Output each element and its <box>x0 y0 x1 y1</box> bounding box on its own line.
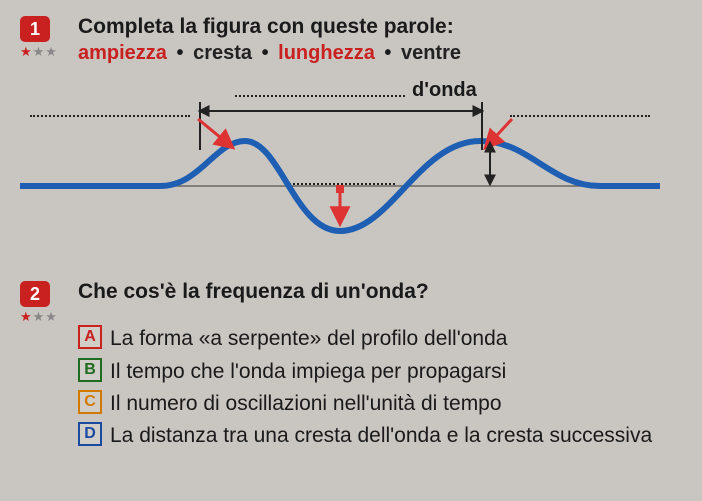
option-b[interactable]: B Il tempo che l'onda impiega per propaga… <box>78 358 674 386</box>
exercise-1: 1 ★★★ Completa la figura con queste paro… <box>20 14 674 261</box>
exercise-2-options: A La forma «a serpente» del profilo dell'… <box>78 325 674 450</box>
option-letter-a: A <box>78 325 102 349</box>
exercise-1-left-col: 1 ★★★ <box>20 14 64 60</box>
exercise-1-number: 1 <box>20 16 50 42</box>
word-lunghezza: lunghezza <box>278 42 375 64</box>
exercise-1-wordlist: ampiezza • cresta • lunghezza • ventre <box>78 42 461 65</box>
option-text-b: Il tempo che l'onda impiega per propagar… <box>110 358 506 386</box>
exercise-1-text: Completa la figura con queste parole: am… <box>78 14 461 65</box>
exercise-1-header: 1 ★★★ Completa la figura con queste paro… <box>20 14 674 65</box>
word-ampiezza: ampiezza <box>78 42 167 64</box>
exercise-2: 2 ★★★ Che cos'è la frequenza di un'onda?… <box>20 279 674 450</box>
option-text-c: Il numero di oscillazioni nell'unità di … <box>110 390 502 418</box>
option-text-a: La forma «a serpente» del profilo dell'o… <box>110 325 507 353</box>
word-ventre: ventre <box>401 42 461 64</box>
wave-svg <box>20 71 660 261</box>
exercise-2-question: Che cos'è la frequenza di un'onda? <box>78 279 429 305</box>
option-c[interactable]: C Il numero di oscillazioni nell'unità di… <box>78 390 674 418</box>
exercise-2-number: 2 <box>20 281 50 307</box>
exercise-1-stars: ★★★ <box>20 44 50 60</box>
option-letter-c: C <box>78 390 102 414</box>
wave-diagram: d'onda <box>20 71 660 261</box>
option-d[interactable]: D La distanza tra una cresta dell'onda e … <box>78 422 674 450</box>
exercise-2-stars: ★★★ <box>20 309 50 325</box>
word-separator: • <box>384 42 391 64</box>
option-letter-d: D <box>78 422 102 446</box>
option-letter-b: B <box>78 358 102 382</box>
exercise-2-left-col: 2 ★★★ <box>20 279 64 325</box>
word-cresta: cresta <box>193 42 252 64</box>
option-text-d: La distanza tra una cresta dell'onda e l… <box>110 422 652 450</box>
exercise-1-title: Completa la figura con queste parole: <box>78 14 461 40</box>
word-separator: • <box>177 42 184 64</box>
exercise-2-header: 2 ★★★ Che cos'è la frequenza di un'onda? <box>20 279 674 325</box>
option-a[interactable]: A La forma «a serpente» del profilo dell'… <box>78 325 674 353</box>
word-separator: • <box>262 42 269 64</box>
exercise-2-text: Che cos'è la frequenza di un'onda? <box>78 279 429 305</box>
